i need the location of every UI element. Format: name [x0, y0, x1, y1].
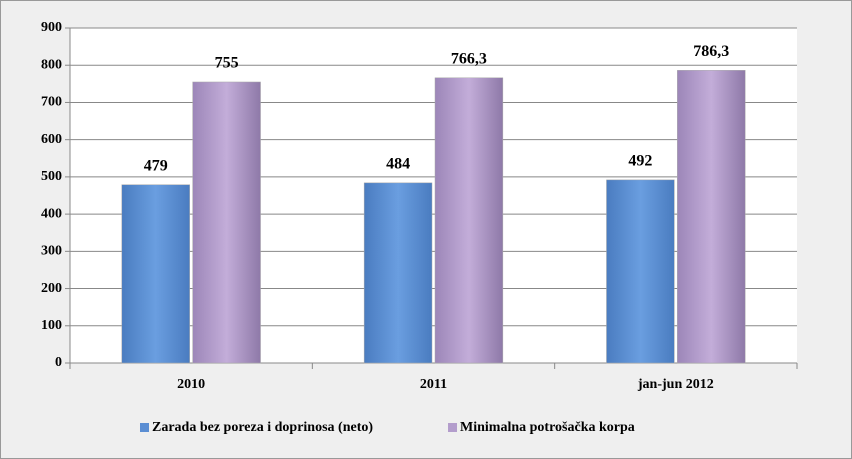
- y-tick-label: 600: [41, 132, 62, 147]
- bar: [606, 179, 675, 364]
- y-tick-label: 200: [41, 281, 62, 296]
- data-label: 786,3: [693, 43, 729, 60]
- x-tick-label: 2010: [177, 377, 205, 392]
- legend-label: Minimalna potrošačka korpa: [460, 420, 635, 435]
- data-label: 755: [215, 55, 239, 72]
- plot-area: [70, 28, 797, 363]
- y-tick-label: 700: [41, 95, 62, 110]
- y-tick-label: 900: [41, 20, 62, 35]
- legend-label: Zarada bez poreza i doprinosa (neto): [152, 420, 373, 435]
- data-label: 479: [144, 157, 168, 174]
- bar: [677, 70, 746, 364]
- bar: [363, 182, 433, 364]
- legend-marker: [140, 423, 149, 432]
- data-label: 766,3: [451, 50, 487, 67]
- bar: [192, 81, 261, 364]
- legend-marker: [448, 423, 458, 432]
- y-tick-label: 100: [41, 318, 62, 333]
- y-tick-label: 800: [41, 57, 62, 72]
- x-tick-label: 2011: [420, 377, 447, 392]
- x-tick-label: jan-jun 2012: [637, 377, 714, 392]
- y-tick-label: 300: [41, 244, 62, 259]
- y-tick-label: 0: [55, 355, 62, 370]
- y-tick-label: 400: [41, 206, 62, 221]
- bar: [121, 184, 190, 364]
- y-tick-label: 500: [41, 169, 62, 184]
- bar: [434, 77, 504, 364]
- data-label: 484: [386, 156, 410, 173]
- data-label: 492: [628, 153, 652, 170]
